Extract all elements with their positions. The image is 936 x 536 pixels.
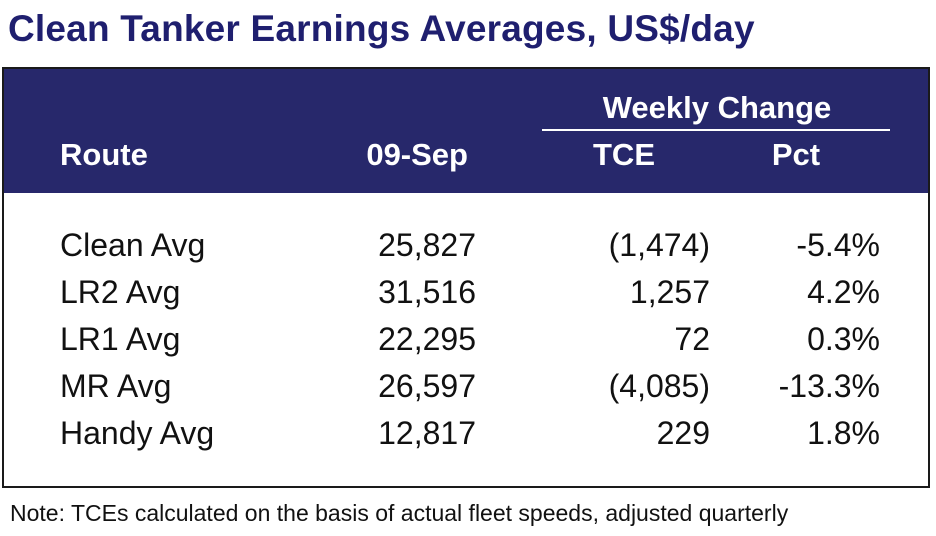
value-cell: 22,295 [378, 321, 476, 357]
table-row: LR1 Avg 22,295 72 0.3% [4, 321, 928, 368]
tce-change-cell: (1,474) [608, 227, 710, 263]
pct-change-cell: 4.2% [807, 274, 880, 310]
table-header: Weekly Change Route 09-Sep TCE Pct [4, 69, 928, 193]
column-header-date: 09-Sep [366, 137, 468, 172]
table-row: Handy Avg 12,817 229 1.8% [4, 415, 928, 462]
column-header-tce: TCE [593, 137, 655, 172]
column-header-route: Route [60, 137, 148, 172]
tce-change-cell: 229 [656, 415, 710, 451]
value-cell: 12,817 [378, 415, 476, 451]
table-row: LR2 Avg 31,516 1,257 4.2% [4, 274, 928, 321]
value-cell: 26,597 [378, 368, 476, 404]
pct-change-cell: -5.4% [796, 227, 880, 263]
pct-change-cell: -13.3% [778, 368, 880, 404]
route-cell: LR2 Avg [60, 274, 181, 310]
footnote: Note: TCEs calculated on the basis of ac… [10, 500, 789, 526]
page-title: Clean Tanker Earnings Averages, US$/day [8, 8, 755, 49]
tce-change-cell: (4,085) [608, 368, 710, 404]
value-cell: 31,516 [378, 274, 476, 310]
table-body: Clean Avg 25,827 (1,474) -5.4% LR2 Avg 3… [4, 227, 928, 462]
earnings-table: Weekly Change Route 09-Sep TCE Pct Clean… [2, 67, 930, 488]
route-cell: MR Avg [60, 368, 172, 404]
route-cell: Clean Avg [60, 227, 206, 263]
table-row: MR Avg 26,597 (4,085) -13.3% [4, 368, 928, 415]
route-cell: Handy Avg [60, 415, 215, 451]
table-row: Clean Avg 25,827 (1,474) -5.4% [4, 227, 928, 274]
tce-change-cell: 1,257 [629, 274, 710, 310]
value-cell: 25,827 [378, 227, 476, 263]
column-header-pct: Pct [771, 137, 821, 172]
route-cell: LR1 Avg [60, 321, 181, 357]
pct-change-cell: 0.3% [807, 321, 880, 357]
pct-change-cell: 1.8% [807, 415, 880, 451]
weekly-change-group-label: Weekly Change [602, 90, 832, 125]
tce-change-cell: 72 [674, 321, 710, 357]
weekly-change-divider [542, 129, 890, 131]
